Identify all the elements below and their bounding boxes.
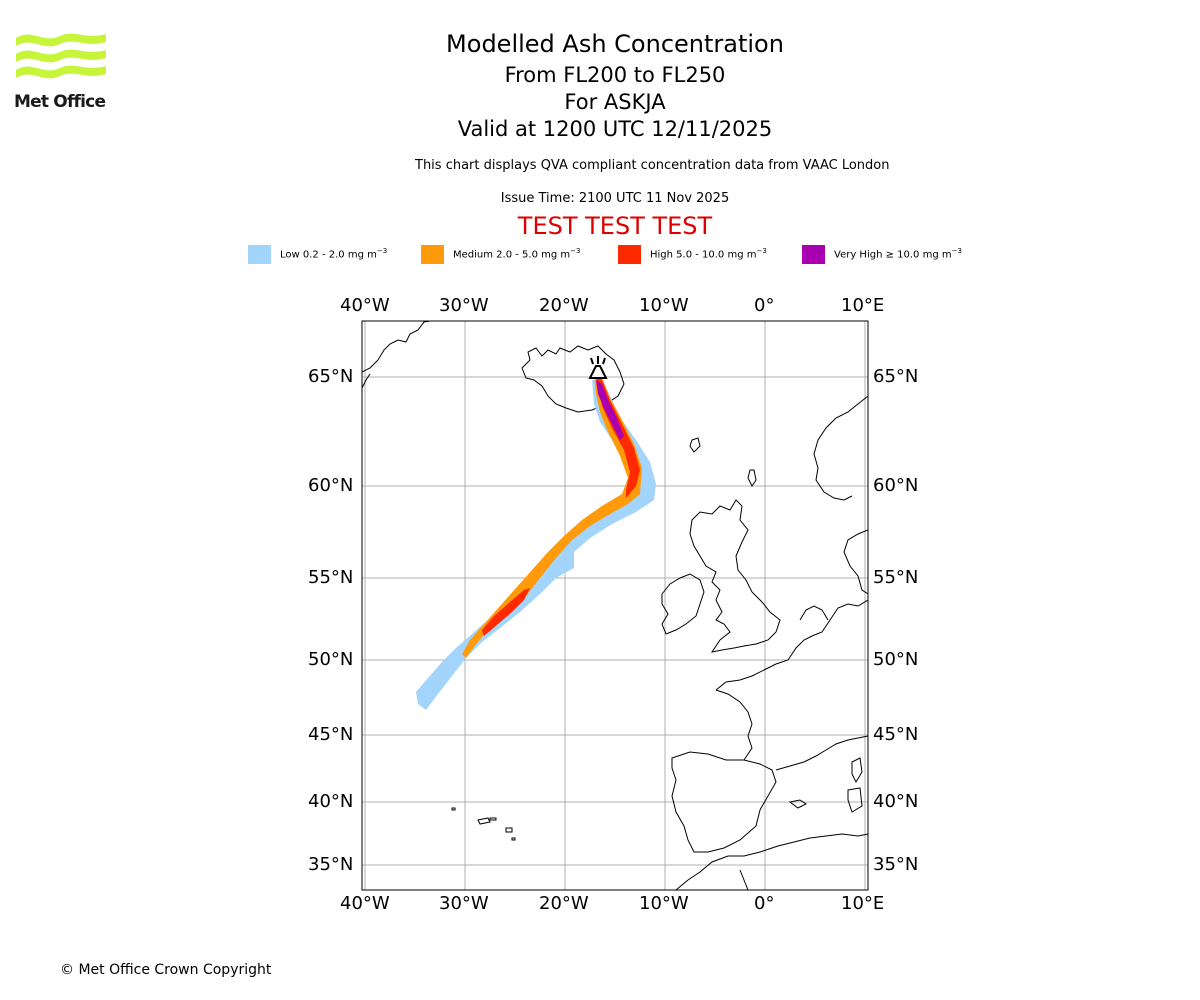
lon-label-bottom-30w: 30°W bbox=[439, 893, 489, 914]
lon-label-top-0: 0° bbox=[754, 295, 775, 316]
lon-label-bottom-20w: 20°W bbox=[539, 893, 589, 914]
legend-label-very-high: Very High ≥ 10.0 mg m−3 bbox=[834, 247, 962, 261]
legend-item-very-high: Very High ≥ 10.0 mg m−3 bbox=[802, 244, 962, 264]
copyright-notice: © Met Office Crown Copyright bbox=[60, 962, 272, 978]
ash-plume-high-south bbox=[482, 588, 530, 636]
lon-label-top-10e: 10°E bbox=[841, 295, 885, 316]
legend-label-medium: Medium 2.0 - 5.0 mg m−3 bbox=[453, 247, 581, 261]
lat-label-right-40n: 40°N bbox=[873, 791, 919, 812]
lat-label-right-45n: 45°N bbox=[873, 724, 919, 745]
lat-label-right-50n: 50°N bbox=[873, 649, 919, 670]
met-office-logo: Met Office bbox=[14, 30, 108, 114]
lat-label-right-65n: 65°N bbox=[873, 366, 919, 387]
ash-plume-low bbox=[416, 380, 656, 710]
coastlines bbox=[362, 321, 868, 890]
legend-item-low: Low 0.2 - 2.0 mg m−3 bbox=[248, 244, 387, 264]
legend-label-high: High 5.0 - 10.0 mg m−3 bbox=[650, 247, 767, 261]
lon-label-bottom-40w: 40°W bbox=[340, 893, 390, 914]
map-frame bbox=[361, 320, 869, 891]
lon-label-top-10w: 10°W bbox=[639, 295, 689, 316]
ash-plume-very-high bbox=[596, 380, 624, 440]
ash-plume-medium bbox=[462, 376, 642, 658]
lon-label-top-30w: 30°W bbox=[439, 295, 489, 316]
issue-time: Issue Time: 2100 UTC 11 Nov 2025 bbox=[500, 191, 730, 206]
flight-level-range: From FL200 to FL250 bbox=[504, 63, 726, 87]
lat-label-left-60n: 60°N bbox=[308, 475, 354, 496]
lat-label-right-60n: 60°N bbox=[873, 475, 919, 496]
volcano-icon bbox=[588, 356, 608, 379]
legend-swatch-high bbox=[618, 244, 641, 264]
lat-label-left-45n: 45°N bbox=[308, 724, 354, 745]
volcano-name: For ASKJA bbox=[564, 90, 666, 114]
chart-title: Modelled Ash Concentration bbox=[446, 30, 784, 58]
legend-swatch-very-high bbox=[802, 244, 825, 264]
legend-item-medium: Medium 2.0 - 5.0 mg m−3 bbox=[421, 244, 580, 264]
met-office-waves-icon bbox=[16, 33, 106, 79]
logo-text: Met Office bbox=[14, 92, 106, 112]
lon-label-bottom-10e: 10°E bbox=[841, 893, 885, 914]
lon-label-top-40w: 40°W bbox=[340, 295, 390, 316]
lon-label-top-20w: 20°W bbox=[539, 295, 589, 316]
lat-label-right-35n: 35°N bbox=[873, 854, 919, 875]
lat-label-left-55n: 55°N bbox=[308, 567, 354, 588]
lat-label-left-40n: 40°N bbox=[308, 791, 354, 812]
lat-label-left-65n: 65°N bbox=[308, 366, 354, 387]
lat-label-left-35n: 35°N bbox=[308, 854, 354, 875]
legend-swatch-medium bbox=[421, 244, 444, 264]
lat-label-left-50n: 50°N bbox=[308, 649, 354, 670]
lon-label-bottom-0: 0° bbox=[754, 893, 775, 914]
test-banner: TEST TEST TEST bbox=[517, 212, 713, 240]
legend-label-low: Low 0.2 - 2.0 mg m−3 bbox=[280, 247, 388, 261]
valid-time: Valid at 1200 UTC 12/11/2025 bbox=[457, 117, 773, 141]
legend-swatch-low bbox=[248, 244, 271, 264]
lon-label-bottom-10w: 10°W bbox=[639, 893, 689, 914]
legend-item-high: High 5.0 - 10.0 mg m−3 bbox=[618, 244, 767, 264]
lat-label-right-55n: 55°N bbox=[873, 567, 919, 588]
chart-description: This chart displays QVA compliant concen… bbox=[415, 158, 890, 173]
